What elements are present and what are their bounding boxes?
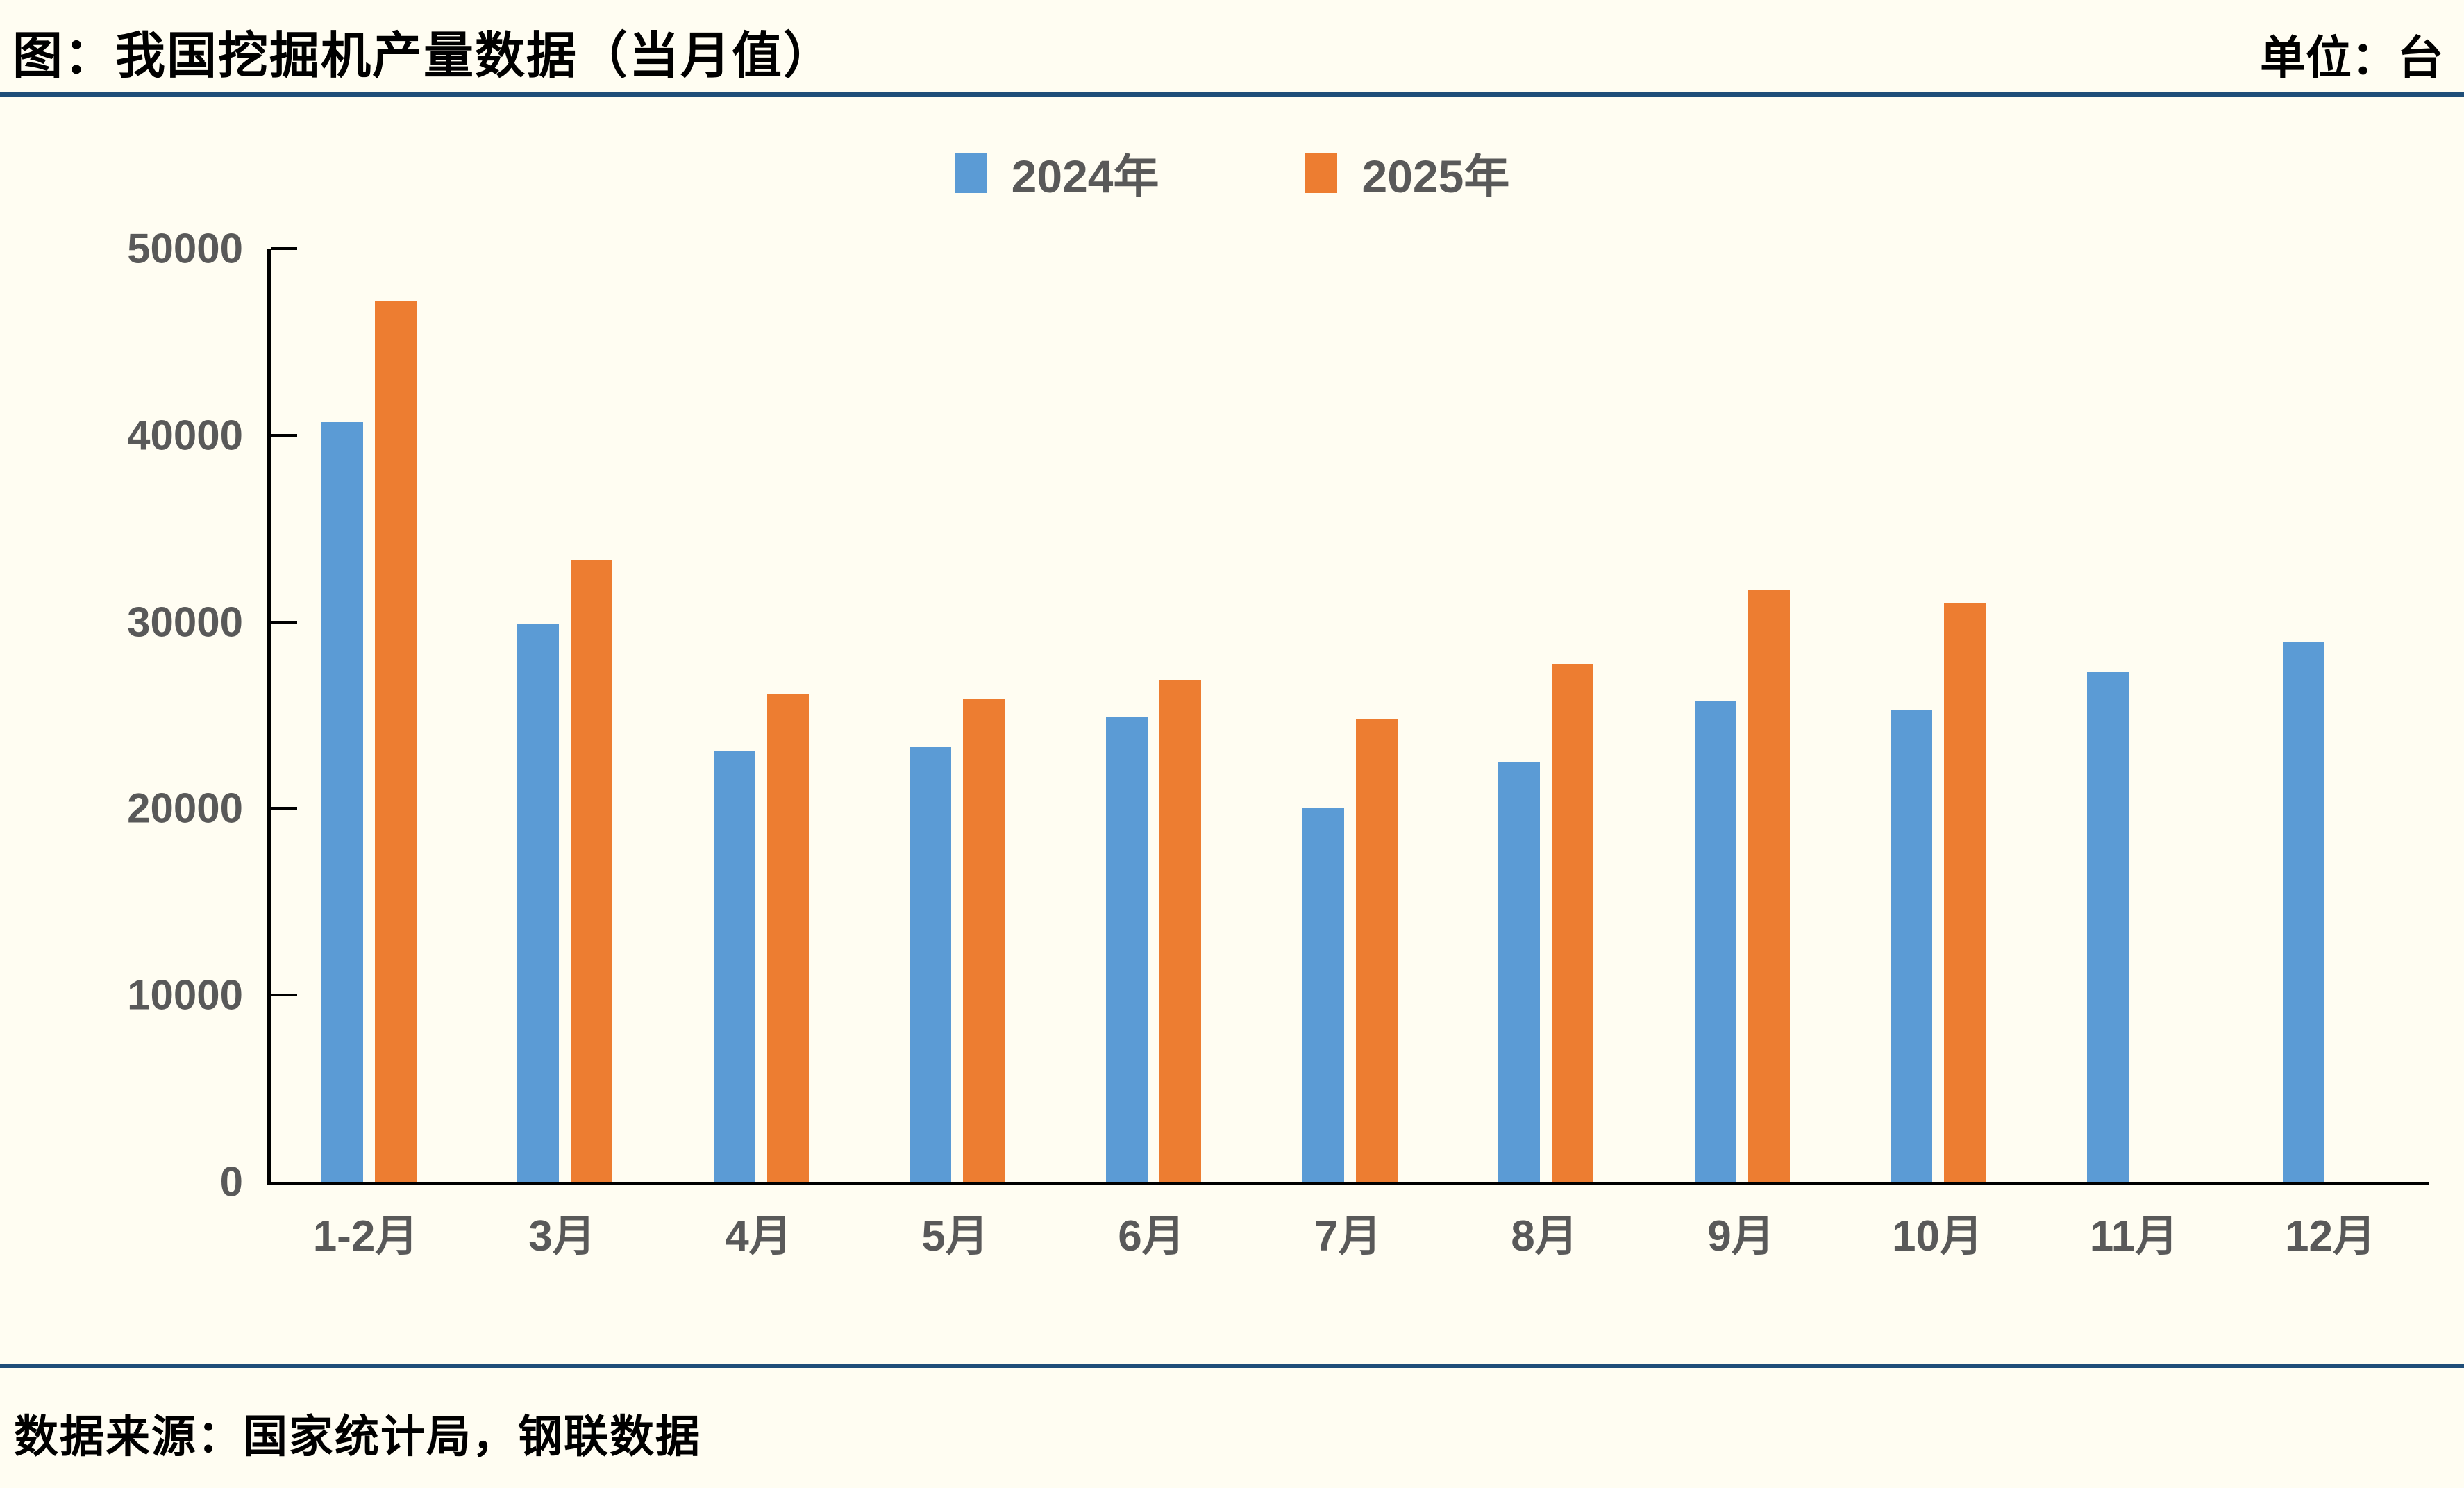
x-axis-label-12月: 12月 [2285, 1212, 2376, 1260]
bar-group-5月 [860, 249, 1056, 1182]
plot-area: 0 10000 20000 30000 40000 50000 [127, 226, 2429, 1205]
bar-2025年-9月 [1748, 590, 1790, 1182]
bar-2025年-3月 [571, 560, 613, 1182]
x-axis-label-5月: 5月 [921, 1212, 989, 1260]
bar-2024年-6月 [1105, 717, 1148, 1182]
x-axis-label-1-2月: 1-2月 [312, 1212, 419, 1260]
bar-2024年-1-2月 [321, 421, 363, 1182]
bar-group-8月 [1448, 249, 1644, 1182]
source-note: 数据来源：国家统计局，钢联数据 [14, 1412, 701, 1462]
bar-group-10月 [1840, 249, 2036, 1182]
chart-header: 图：我国挖掘机产量数据（当月值） 单位：台 [0, 0, 2464, 92]
legend-item-2024: 2024年 [954, 140, 1159, 206]
bar-group-6月 [1055, 249, 1252, 1182]
bar-2024年-5月 [910, 746, 952, 1182]
bar-2025年-7月 [1355, 719, 1398, 1182]
bars-container [271, 249, 2429, 1182]
bar-group-7月 [1252, 249, 1448, 1182]
y-axis-tick-10000 [271, 994, 297, 997]
bar-group-4月 [663, 249, 860, 1182]
legend-label-2024: 2024年 [1011, 151, 1159, 202]
y-axis-tick-50000 [271, 247, 297, 250]
x-axis-labels: 1-2月 3月 4月 5月 6月 7月 8月 9月 10月 11月 12月 [267, 1201, 2429, 1284]
bar-group-1-2月 [271, 249, 467, 1182]
bar-2025年-1-2月 [374, 301, 417, 1182]
bar-group-3月 [467, 249, 664, 1182]
bar-2024年-8月 [1498, 762, 1541, 1182]
bar-group-12月 [2232, 249, 2429, 1182]
unit-label: 单位：台 [2260, 32, 2443, 83]
bar-2024年-4月 [713, 751, 755, 1182]
bar-2025年-6月 [1159, 679, 1201, 1182]
x-axis-label-4月: 4月 [725, 1212, 792, 1260]
x-axis-label-8月: 8月 [1511, 1212, 1578, 1260]
x-axis-label-10月: 10月 [1892, 1212, 1983, 1260]
x-axis-label-6月: 6月 [1118, 1212, 1185, 1260]
bar-2025年-5月 [963, 698, 1005, 1182]
x-axis-label-9月: 9月 [1707, 1212, 1775, 1260]
y-axis-label-10000: 10000 [127, 971, 243, 1019]
y-axis-tick-40000 [271, 433, 297, 437]
bar-group-9月 [1644, 249, 1841, 1182]
bar-2024年-12月 [2283, 642, 2325, 1182]
x-axis-label-3月: 3月 [528, 1212, 596, 1260]
bar-2024年-3月 [517, 624, 560, 1182]
legend-swatch-2025 [1305, 153, 1337, 193]
y-axis-label-0: 0 [219, 1158, 243, 1205]
page-title: 图：我国挖掘机产量数据（当月值） [12, 28, 835, 84]
x-axis-label-7月: 7月 [1314, 1212, 1382, 1260]
chart-legend: 2024年 2025年 [0, 97, 2464, 229]
y-axis-label-40000: 40000 [127, 412, 243, 459]
bar-2025年-10月 [1944, 603, 1986, 1182]
y-axis-label-50000: 50000 [127, 225, 243, 272]
bar-2025年-8月 [1552, 664, 1594, 1182]
legend-swatch-2024 [954, 153, 987, 193]
bar-2024年-9月 [1694, 700, 1736, 1182]
y-axis-label-30000: 30000 [127, 599, 243, 646]
bar-2025年-4月 [766, 694, 809, 1182]
footer-divider [0, 1364, 2464, 1368]
bar-2024年-7月 [1302, 808, 1344, 1182]
title-divider [0, 92, 2464, 97]
bar-group-11月 [2036, 249, 2233, 1182]
y-axis-label-20000: 20000 [127, 785, 243, 832]
bar-2024年-10月 [1891, 709, 1933, 1182]
y-axis-tick-20000 [271, 807, 297, 810]
bar-2024年-11月 [2086, 672, 2129, 1182]
x-axis-label-11月: 11月 [2089, 1212, 2179, 1260]
bar-chart: 0 10000 20000 30000 40000 50000 [127, 226, 2429, 1205]
legend-item-2025: 2025年 [1305, 140, 1510, 206]
legend-label-2025: 2025年 [1361, 151, 1510, 202]
y-axis-tick-30000 [271, 620, 297, 624]
